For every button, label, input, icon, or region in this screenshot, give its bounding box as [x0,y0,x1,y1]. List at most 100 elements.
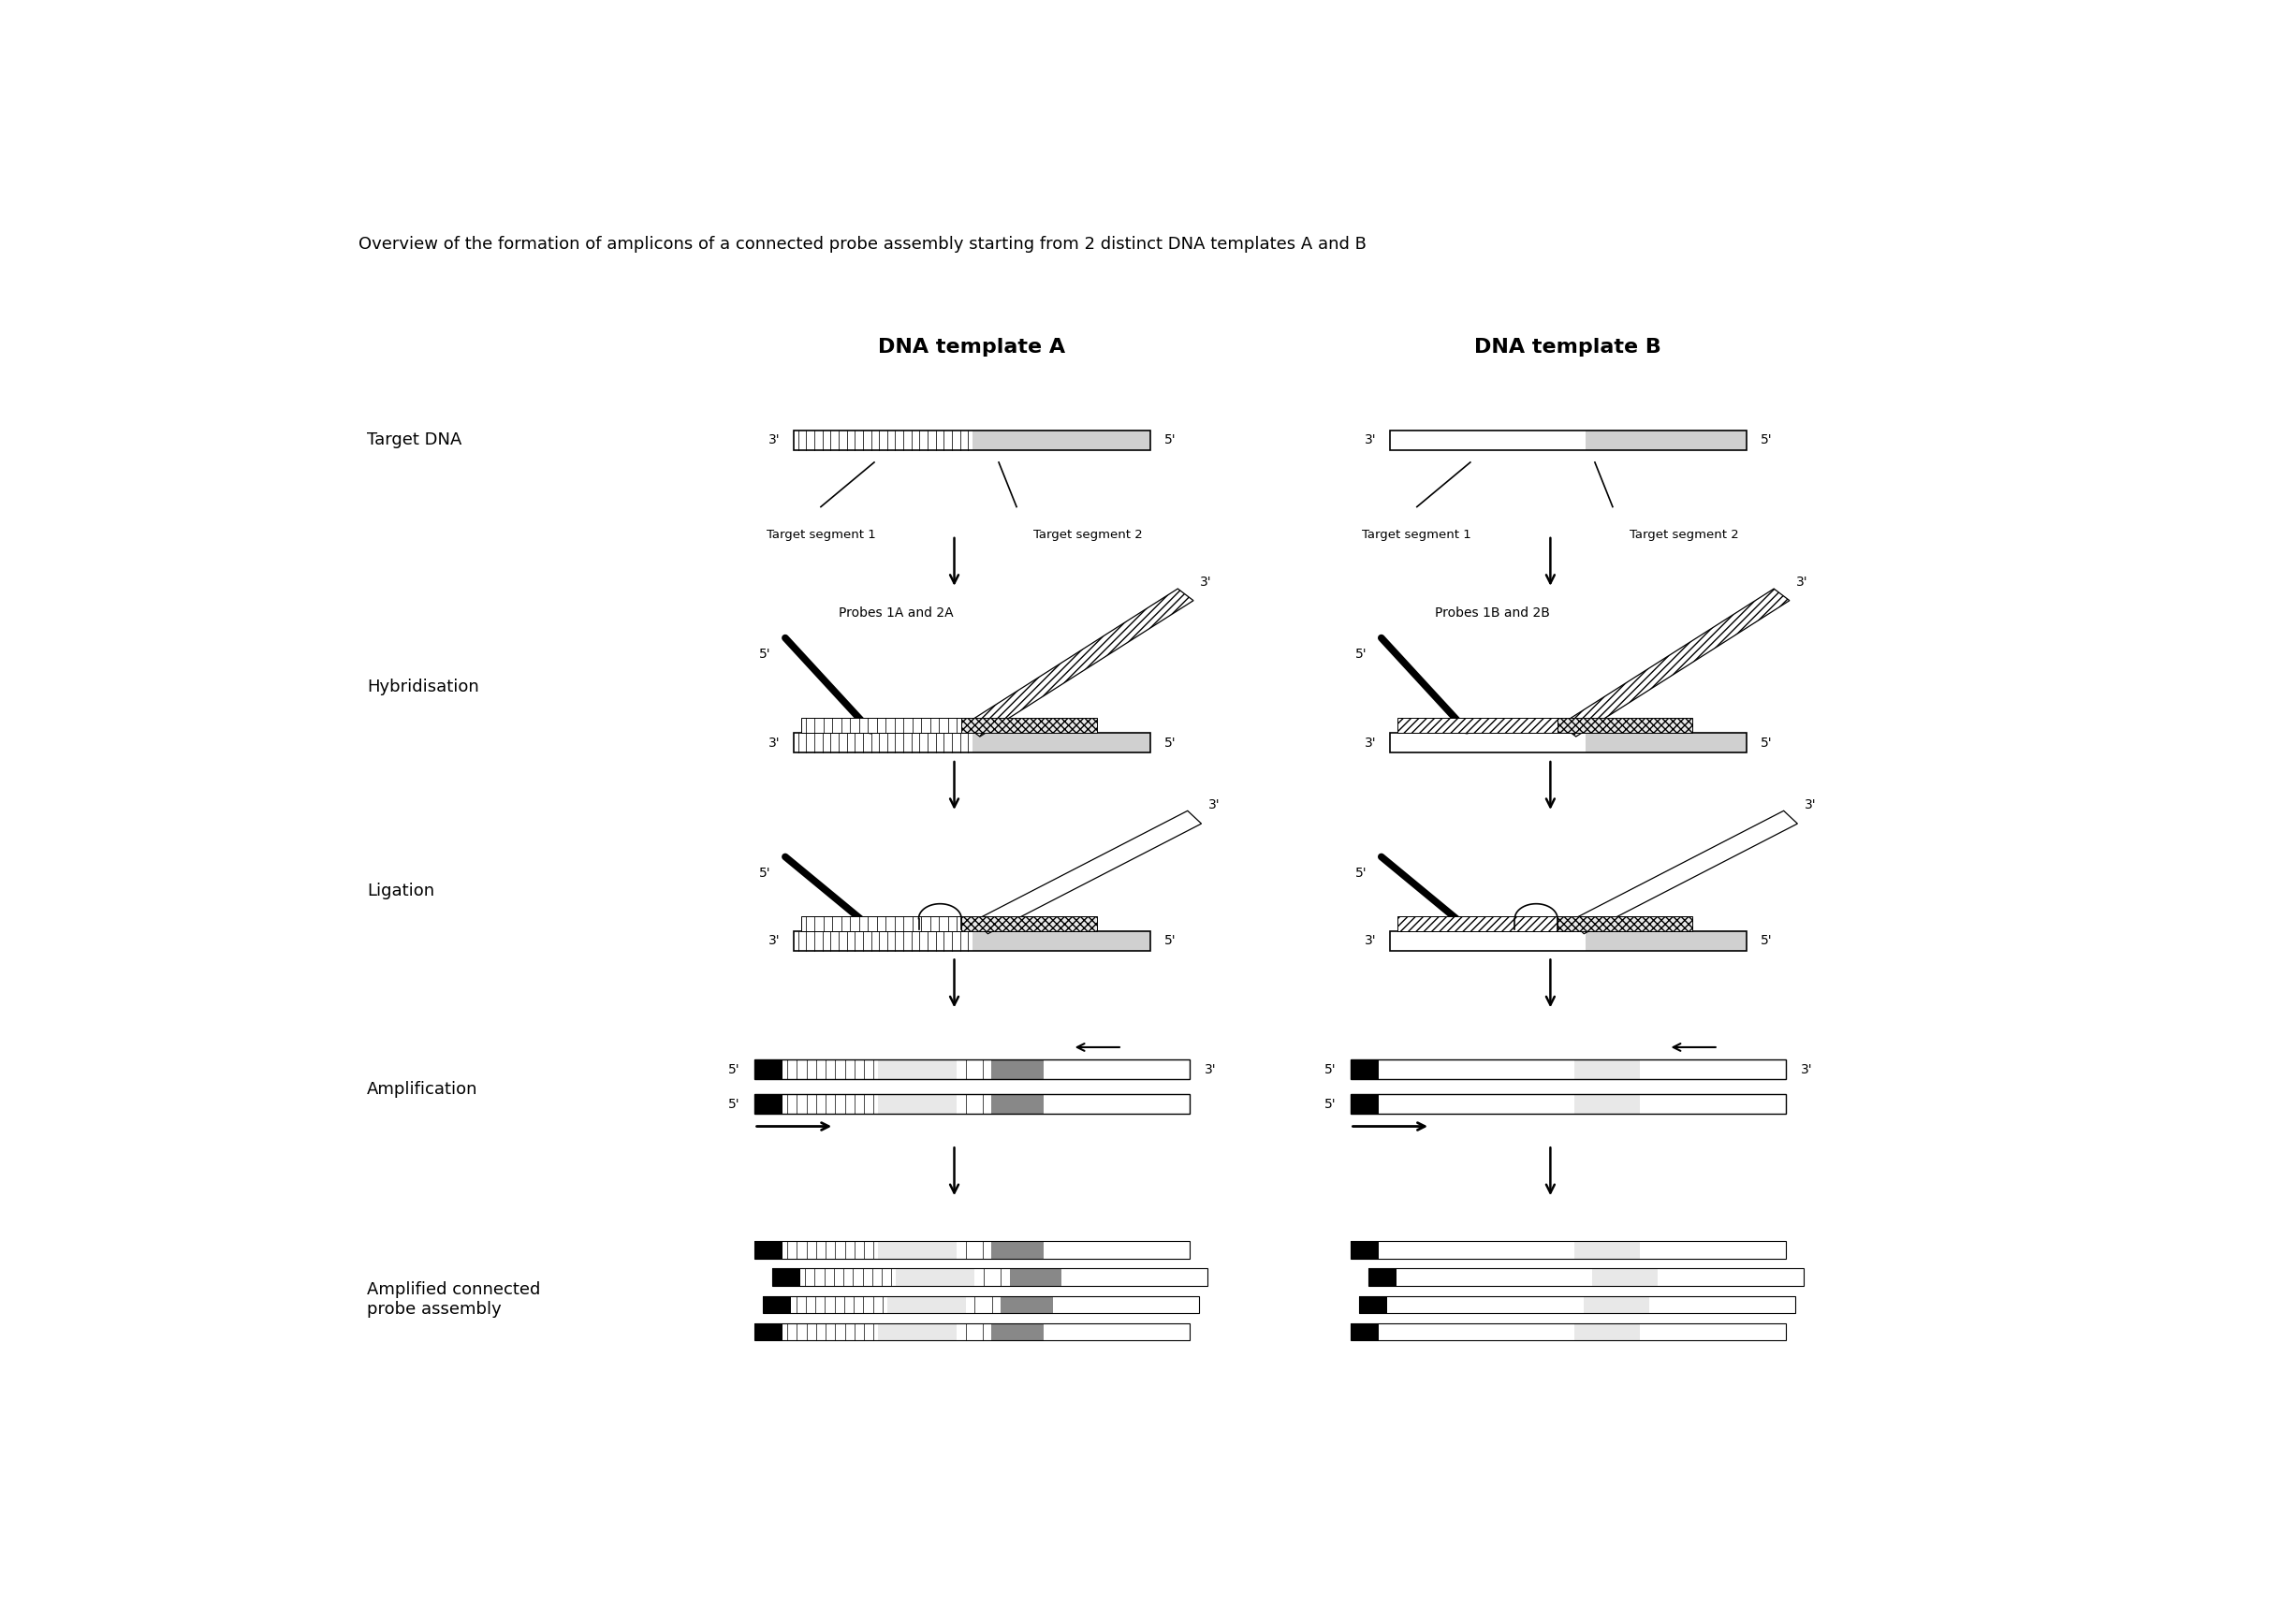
Bar [1010,1269,1035,1286]
Text: Hybridisation: Hybridisation [367,679,480,695]
Bar [1378,1241,1575,1259]
Bar [1587,732,1747,753]
Bar [1350,1060,1786,1079]
Bar [1658,1269,1805,1286]
Bar [962,718,1097,732]
Text: 3': 3' [769,935,781,948]
Bar [879,1241,957,1259]
Polygon shape [1570,811,1798,933]
Bar [753,1094,783,1115]
Bar [801,915,962,931]
Text: 5': 5' [1325,1063,1336,1076]
Bar [771,1269,1208,1286]
Text: 5': 5' [1164,434,1176,446]
Polygon shape [964,589,1194,737]
Bar [1350,1094,1786,1115]
Bar [1391,732,1587,753]
Text: Target DNA: Target DNA [367,432,461,448]
Bar [1557,915,1692,931]
Bar [1575,1241,1639,1259]
Bar [1350,1323,1786,1341]
Bar [971,430,1150,450]
Polygon shape [1561,589,1789,737]
Text: 3': 3' [1201,575,1212,588]
Bar [1391,732,1747,753]
Bar [1368,1269,1805,1286]
Bar [1391,931,1587,951]
Bar [1017,1241,1045,1259]
Bar [783,1241,879,1259]
Text: Target segment 2: Target segment 2 [1033,528,1143,541]
Bar [1054,1296,1199,1314]
Bar [794,430,1150,450]
Bar [1639,1060,1786,1079]
Text: 5': 5' [1325,1097,1336,1111]
Bar [783,1094,879,1115]
Bar [794,732,971,753]
Bar [1575,1060,1639,1079]
Bar [1045,1094,1189,1115]
Bar [794,732,1150,753]
Bar [1350,1323,1378,1341]
Text: 5': 5' [1164,737,1176,750]
Text: Probes 1A and 2A: Probes 1A and 2A [838,605,953,620]
Bar [895,1269,974,1286]
Bar [1639,1323,1786,1341]
Bar [957,1323,992,1341]
Text: 5': 5' [1355,867,1366,880]
Bar [957,1241,992,1259]
Text: Ligation: Ligation [367,883,434,899]
Bar [992,1241,1017,1259]
Bar [957,1060,992,1079]
Bar [1557,718,1692,732]
Polygon shape [974,811,1201,933]
Bar [1387,1296,1584,1314]
Text: 3': 3' [1805,798,1816,811]
Text: 5': 5' [1761,434,1773,446]
Bar [1378,1323,1575,1341]
Bar [1045,1060,1189,1079]
Text: 3': 3' [1364,737,1375,750]
Bar [1639,1241,1786,1259]
Text: Amplification: Amplification [367,1081,478,1097]
Text: 5': 5' [728,1063,739,1076]
Bar [753,1241,1189,1259]
Text: 3': 3' [1208,798,1221,811]
Bar [1045,1241,1189,1259]
Text: 5': 5' [1164,935,1176,948]
Bar [1350,1060,1378,1079]
Bar [879,1094,957,1115]
Bar [879,1060,957,1079]
Text: 5': 5' [1761,935,1773,948]
Bar [1391,430,1747,450]
Text: 3': 3' [769,737,781,750]
Text: DNA template B: DNA template B [1474,337,1662,357]
Text: 5': 5' [760,647,771,662]
Bar [971,931,1150,951]
Bar [1045,1323,1189,1341]
Bar [1035,1269,1061,1286]
Bar [1368,1269,1396,1286]
Bar [1584,1296,1649,1314]
Bar [1017,1094,1045,1115]
Bar [957,1094,992,1115]
Text: 5': 5' [1761,737,1773,750]
Bar [1649,1296,1795,1314]
Bar [762,1296,1199,1314]
Bar [753,1060,1189,1079]
Text: Probes 1B and 2B: Probes 1B and 2B [1435,605,1550,620]
Text: 5': 5' [728,1097,739,1111]
Text: 3': 3' [1364,935,1375,948]
Bar [1587,931,1747,951]
Bar [1398,718,1557,732]
Bar [753,1094,1189,1115]
Bar [1017,1323,1045,1341]
Bar [1593,1269,1658,1286]
Bar [753,1241,783,1259]
Bar [753,1060,783,1079]
Bar [753,1323,783,1341]
Text: DNA template A: DNA template A [879,337,1065,357]
Bar [1359,1296,1387,1314]
Bar [1017,1060,1045,1079]
Bar [794,931,971,951]
